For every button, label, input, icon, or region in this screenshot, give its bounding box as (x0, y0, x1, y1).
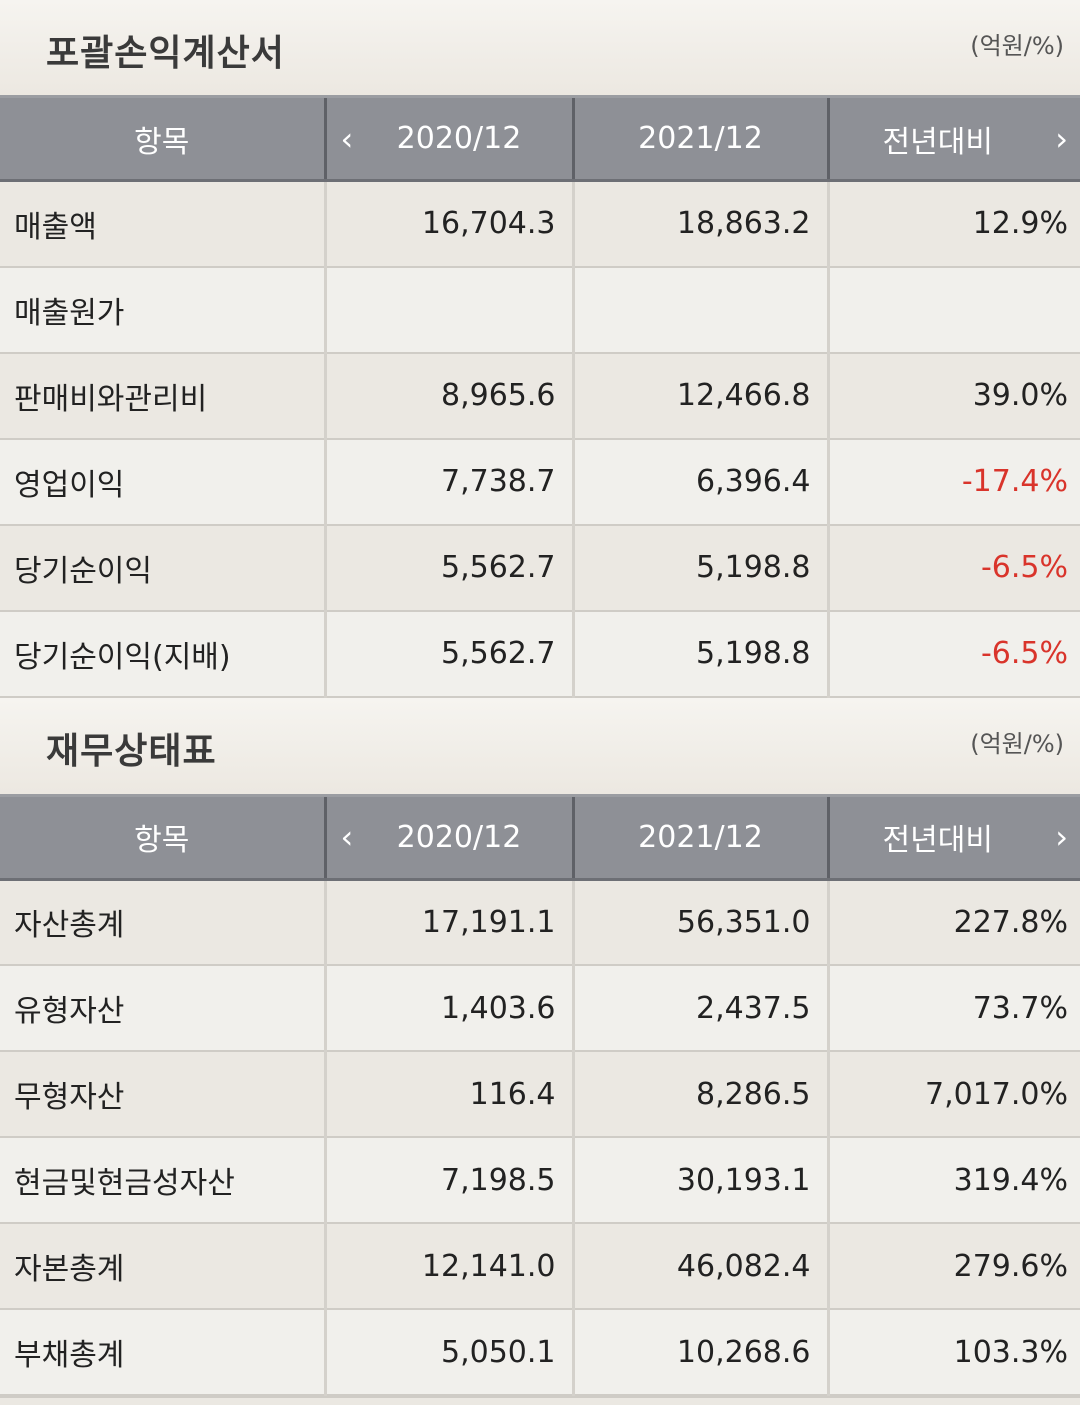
column-header-year1-label: 2020/12 (396, 121, 522, 156)
value-year2: 12,466.8 (571, 352, 828, 440)
row-label: 매출액 (0, 180, 325, 268)
chevron-right-icon[interactable]: › (1055, 119, 1068, 158)
value-yoy: 39.0% (826, 352, 1080, 440)
section-title: 포괄손익계산서 (46, 33, 285, 74)
table-row: 영업이익 7,738.7 6,396.4 -17.4% (0, 438, 1080, 526)
value-yoy: 319.4% (826, 1137, 1080, 1224)
table-row: 자본총계 12,141.0 46,082.4 279.6% (0, 1223, 1080, 1310)
table-row: 부채총계 5,050.1 10,268.6 103.3% (0, 1309, 1080, 1396)
value-year1: 8,965.6 (323, 352, 573, 440)
row-label: 무형자산 (0, 1051, 325, 1138)
column-header-item: 항목 (0, 95, 325, 182)
row-label: 판매비와관리비 (0, 352, 325, 440)
table-header-row: 항목 ‹ 2020/12 2021/12 전년대비 › (0, 793, 1080, 881)
table-header-row: 항목 ‹ 2020/12 2021/12 전년대비 › (0, 95, 1080, 182)
value-yoy: 7,017.0% (826, 1051, 1080, 1138)
table-row: 당기순이익 5,562.7 5,198.8 -6.5% (0, 524, 1080, 612)
section-title: 재무상태표 (46, 730, 217, 772)
row-label: 자본총계 (0, 1223, 325, 1310)
column-header-item: 항목 (0, 793, 325, 881)
column-header-year1: ‹ 2020/12 (323, 95, 573, 182)
value-year2: 2,437.5 (571, 965, 828, 1052)
income-statement-header: 포괄손익계산서 (억원/%) (0, 0, 1080, 95)
table-row: 당기순이익(지배) 5,562.7 5,198.8 -6.5% (0, 610, 1080, 698)
value-yoy: 279.6% (826, 1223, 1080, 1310)
value-year1: 5,562.7 (323, 610, 573, 698)
value-year2: 56,351.0 (571, 879, 828, 966)
value-yoy: -17.4% (826, 438, 1080, 526)
value-year2: 6,396.4 (571, 438, 828, 526)
table-row: 매출원가 (0, 266, 1080, 354)
table-row: 현금및현금성자산 7,198.5 30,193.1 319.4% (0, 1137, 1080, 1224)
value-yoy: -6.5% (826, 610, 1080, 698)
value-year1: 16,704.3 (323, 180, 573, 268)
row-label: 자산총계 (0, 879, 325, 966)
row-label: 부채총계 (0, 1309, 325, 1396)
row-label: 당기순이익(지배) (0, 610, 325, 698)
row-label: 매출원가 (0, 266, 325, 354)
value-year1: 7,738.7 (323, 438, 573, 526)
column-header-year1-label: 2020/12 (396, 819, 522, 855)
balance-sheet-table: 항목 ‹ 2020/12 2021/12 전년대비 › 자산총계 17,191.1… (0, 793, 1080, 1396)
table-row: 유형자산 1,403.6 2,437.5 73.7% (0, 965, 1080, 1052)
value-yoy: 73.7% (826, 965, 1080, 1052)
table-row: 무형자산 116.4 8,286.5 7,017.0% (0, 1051, 1080, 1138)
value-year1 (323, 266, 573, 354)
value-year1: 5,562.7 (323, 524, 573, 612)
value-year2: 10,268.6 (571, 1309, 828, 1396)
chevron-left-icon[interactable]: ‹ (340, 818, 354, 856)
column-header-yoy: 전년대비 › (826, 793, 1080, 881)
row-label: 현금및현금성자산 (0, 1137, 325, 1224)
chevron-left-icon[interactable]: ‹ (340, 119, 354, 158)
value-yoy: -6.5% (826, 524, 1080, 612)
value-year1: 1,403.6 (323, 965, 573, 1052)
value-year2: 30,193.1 (571, 1137, 828, 1224)
value-year2: 5,198.8 (571, 524, 828, 612)
value-year2: 18,863.2 (571, 180, 828, 268)
value-year2 (571, 266, 828, 354)
column-header-year2: 2021/12 (571, 793, 828, 881)
value-yoy: 227.8% (826, 879, 1080, 966)
income-statement-table: 항목 ‹ 2020/12 2021/12 전년대비 › 매출액 16,704.3 1… (0, 95, 1080, 698)
chevron-right-icon[interactable]: › (1055, 818, 1068, 856)
column-header-yoy: 전년대비 › (826, 95, 1080, 182)
value-year1: 116.4 (323, 1051, 573, 1138)
unit-label: (억원/%) (970, 729, 1064, 758)
value-yoy (826, 266, 1080, 354)
value-year2: 5,198.8 (571, 610, 828, 698)
bottom-divider (0, 1396, 1080, 1405)
table-row: 매출액 16,704.3 18,863.2 12.9% (0, 180, 1080, 268)
value-year1: 17,191.1 (323, 879, 573, 966)
unit-label: (억원/%) (970, 32, 1064, 60)
column-header-yoy-label: 전년대비 (882, 124, 993, 160)
value-year1: 5,050.1 (323, 1309, 573, 1396)
value-year1: 12,141.0 (323, 1223, 573, 1310)
column-header-yoy-label: 전년대비 (882, 823, 993, 858)
column-header-year1: ‹ 2020/12 (323, 793, 573, 881)
column-header-year2: 2021/12 (571, 95, 828, 182)
value-yoy: 12.9% (826, 180, 1080, 268)
row-label: 당기순이익 (0, 524, 325, 612)
value-yoy: 103.3% (826, 1309, 1080, 1396)
value-year1: 7,198.5 (323, 1137, 573, 1224)
value-year2: 46,082.4 (571, 1223, 828, 1310)
table-row: 자산총계 17,191.1 56,351.0 227.8% (0, 879, 1080, 966)
table-row: 판매비와관리비 8,965.6 12,466.8 39.0% (0, 352, 1080, 440)
balance-sheet-header: 재무상태표 (억원/%) (0, 697, 1080, 794)
row-label: 유형자산 (0, 965, 325, 1052)
row-label: 영업이익 (0, 438, 325, 526)
value-year2: 8,286.5 (571, 1051, 828, 1138)
